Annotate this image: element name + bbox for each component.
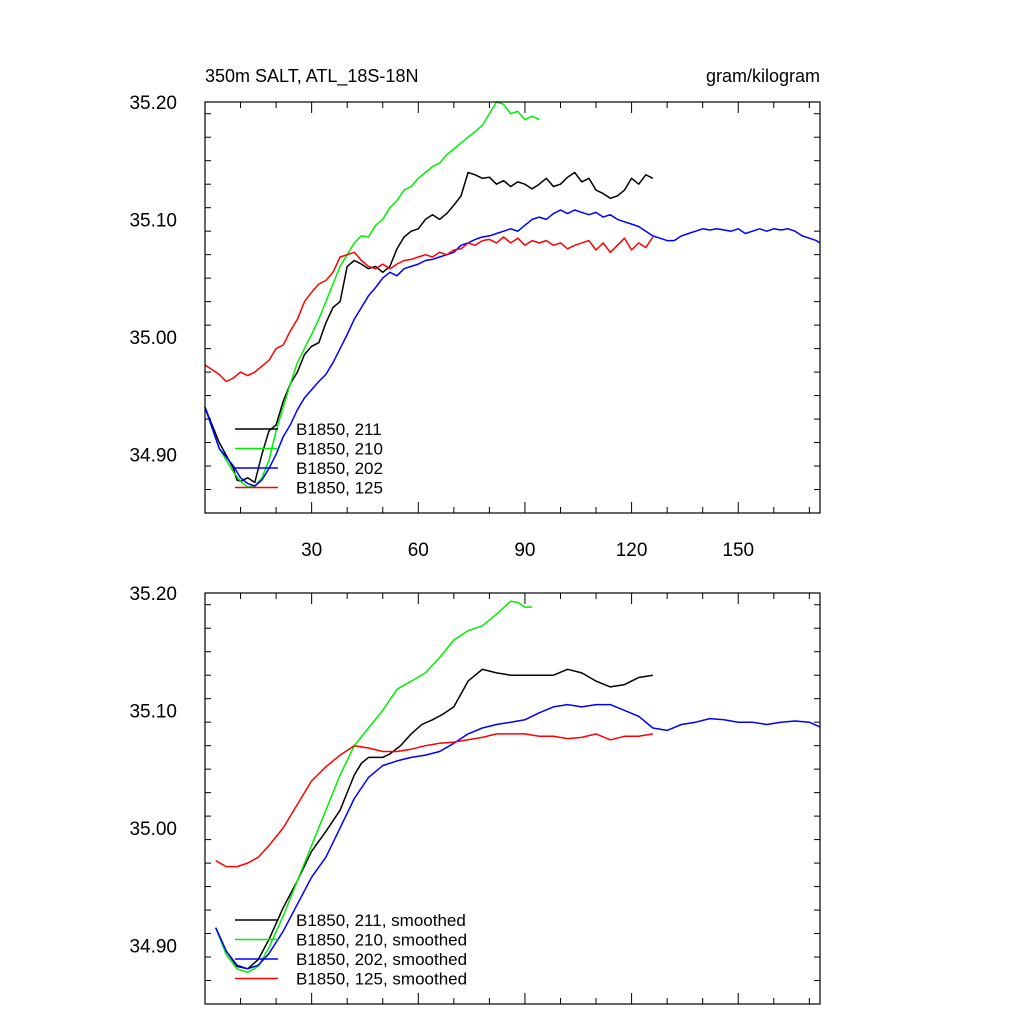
x-tick-label: 120 [616,540,648,561]
tick-marks [205,593,820,1004]
series-line [204,171,654,484]
y-tick-label: 35.10 [129,210,177,231]
series-line [204,236,654,383]
series-lines [215,600,821,974]
tick-marks [205,102,820,513]
series-line [215,733,654,868]
bottom-panel: 34.90 35.00 35.10 35.20 B1850, 211, smoothe… [129,584,821,1005]
series-line [204,101,540,488]
legend-label: B1850, 202 [296,459,383,478]
series-line [215,668,654,970]
y-tick-label: 35.20 [129,584,177,605]
x-tick-label: 150 [722,540,754,561]
legend-label: B1850, 210 [296,440,383,459]
x-tick-label: 60 [408,540,429,561]
y-tick-label: 35.10 [129,701,177,722]
legend-label: B1850, 211 [296,420,382,439]
y-tick-label: 34.90 [129,445,177,466]
legend-label: B1850, 202, smoothed [296,950,467,969]
x-tick-labels: 30 60 90 120 150 [301,540,754,561]
x-tick-label: 30 [301,540,322,561]
series-lines [204,101,821,488]
series-line [204,209,821,487]
legend-label: B1850, 211, smoothed [296,911,466,930]
x-tick-label: 90 [514,540,535,561]
plot-frame [204,101,821,514]
y-tick-label: 35.00 [129,328,177,349]
series-line [215,703,821,970]
legend-label: B1850, 125, smoothed [296,970,467,989]
y-tick-label: 35.00 [129,819,177,840]
y-tick-labels: 34.90 35.00 35.10 35.20 [129,584,177,957]
legend-label: B1850, 125 [296,479,383,498]
top-panel: 350m SALT, ATL_18S-18N gram/kilogram 34.… [129,66,821,561]
y-tick-labels: 34.90 35.00 35.10 35.20 [129,93,177,466]
chart-title: 350m SALT, ATL_18S-18N [205,66,418,87]
chart-units: gram/kilogram [706,66,820,86]
legend-label: B1850, 210, smoothed [296,931,467,950]
y-tick-label: 34.90 [129,936,177,957]
plot-frame [204,592,821,1005]
y-tick-label: 35.20 [129,93,177,114]
